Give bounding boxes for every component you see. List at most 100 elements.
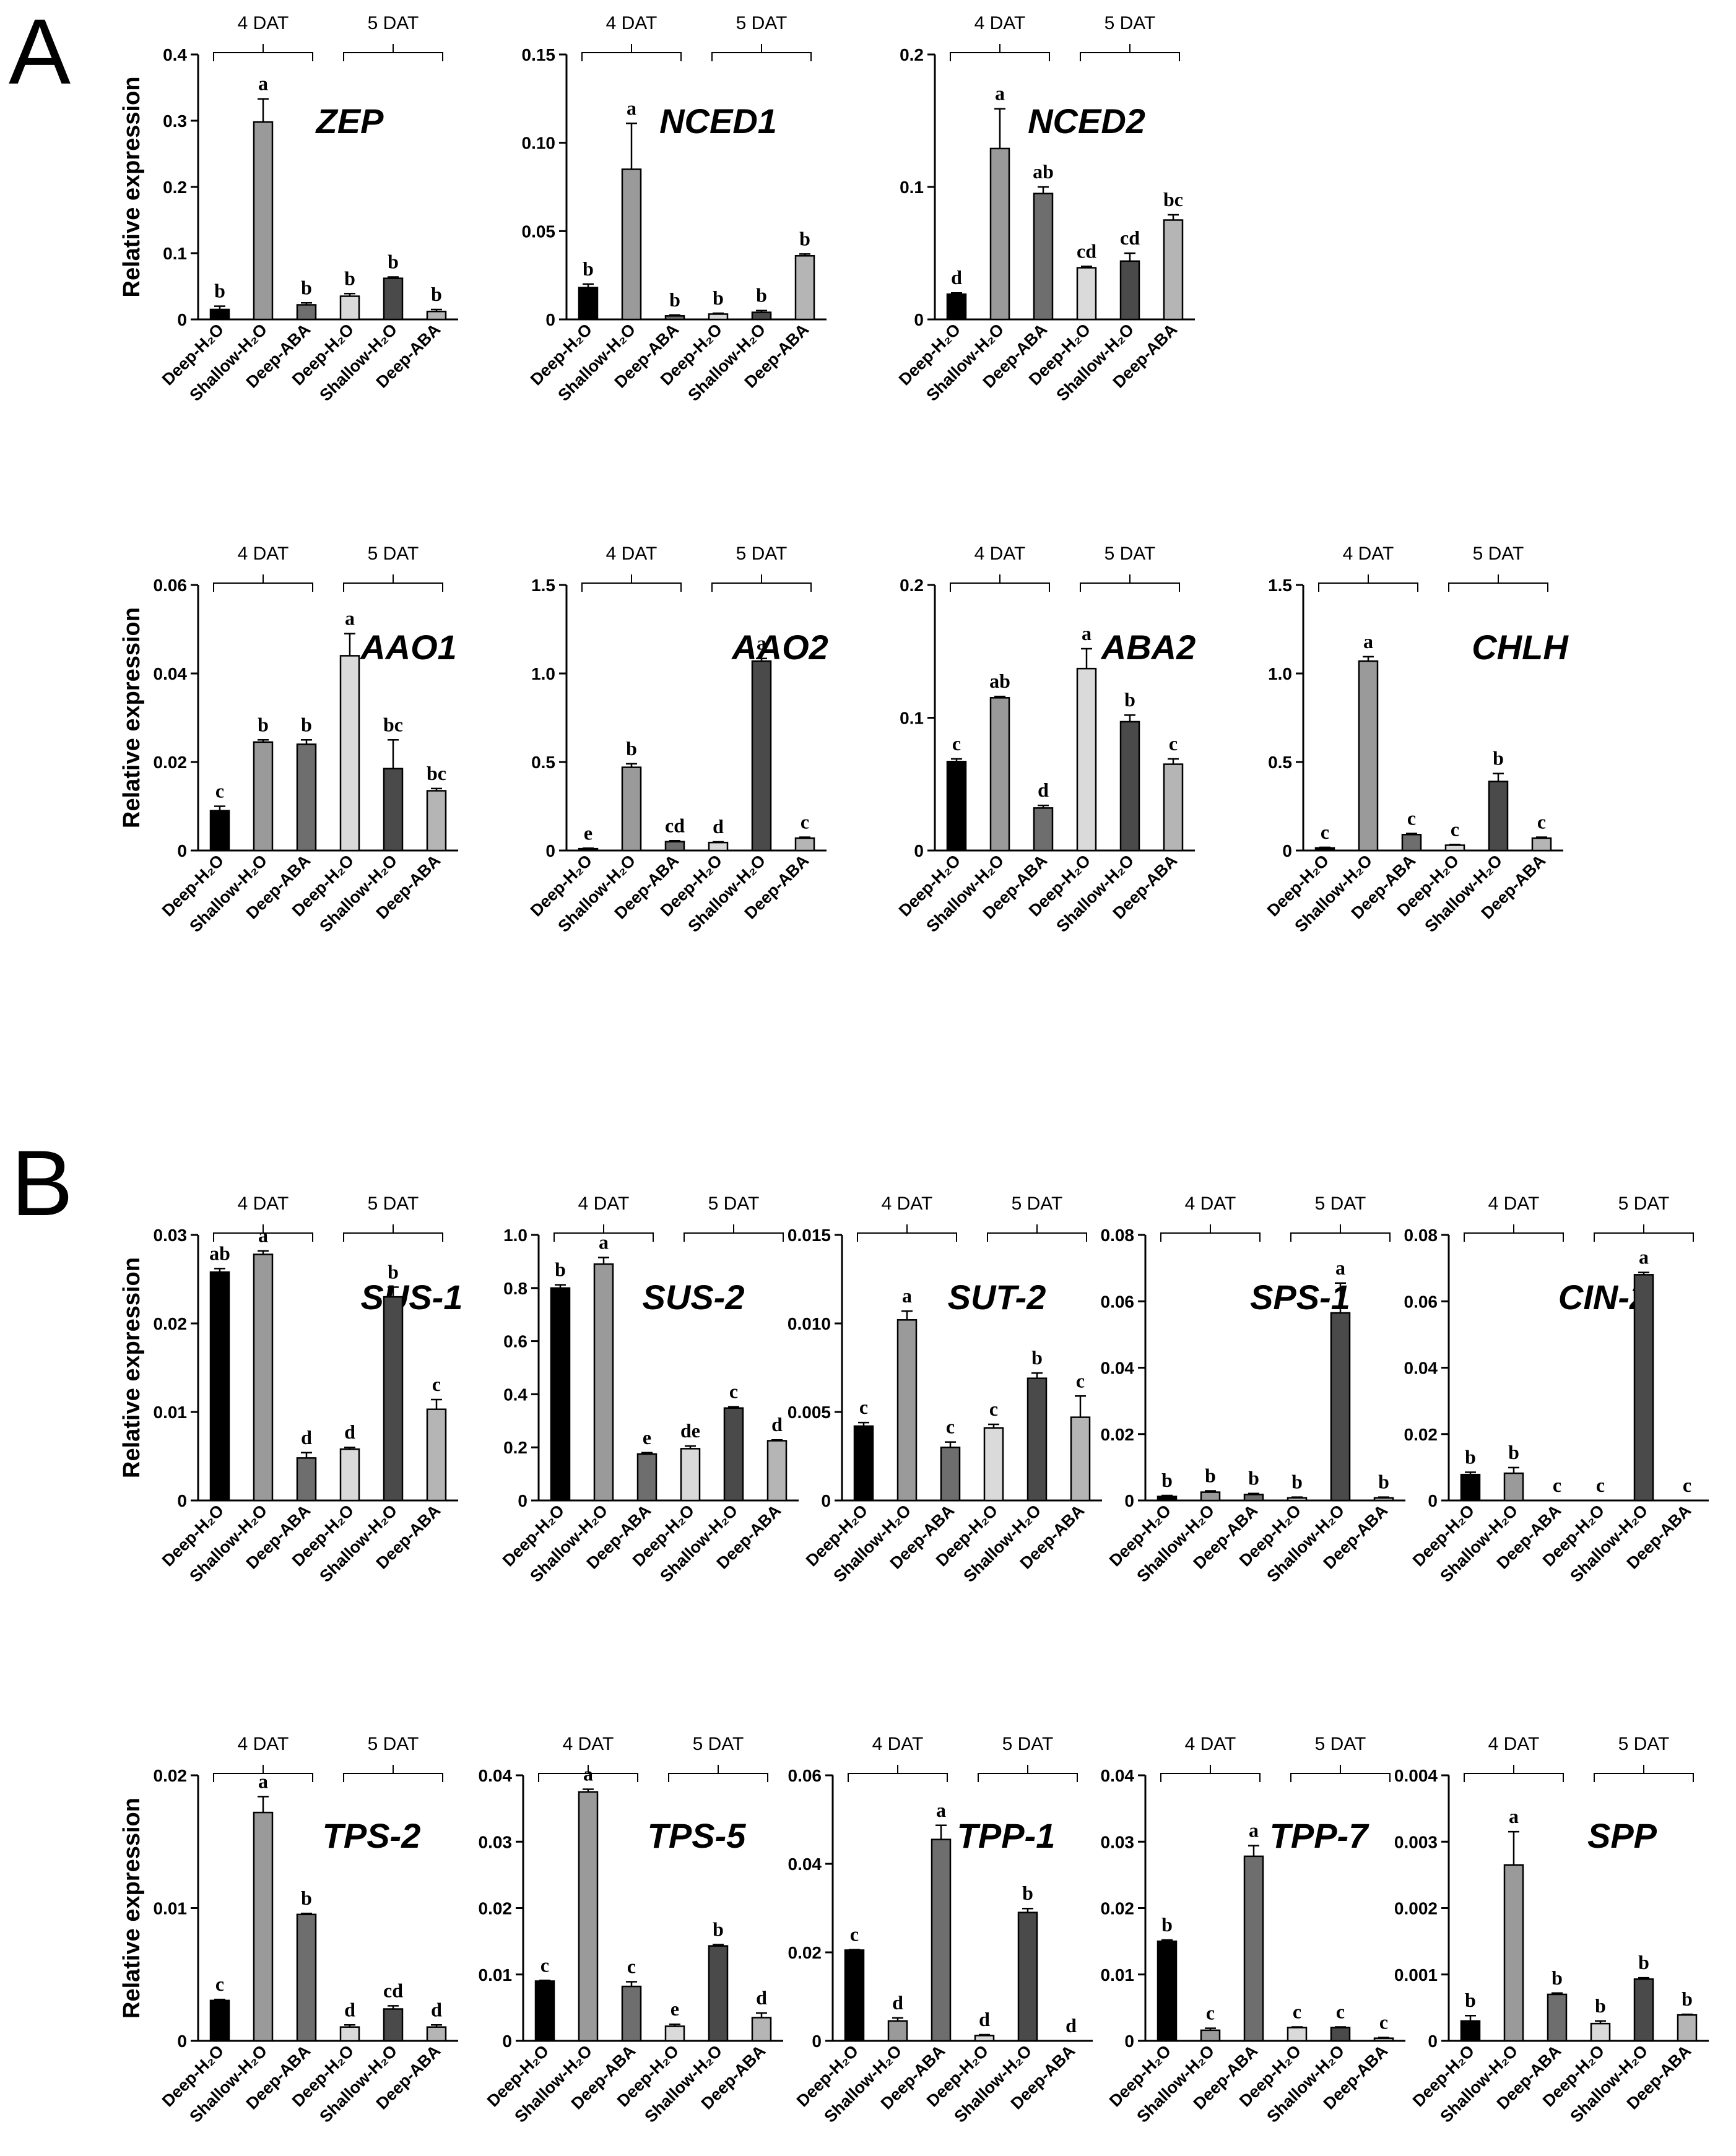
tpp-1-y-tick-label: 0.04 — [788, 1855, 822, 1874]
sut-2-y-tick-label: 0.015 — [788, 1226, 831, 1245]
nced1-bar — [751, 311, 772, 321]
tpp-1-bar — [974, 2035, 995, 2042]
nced2-y-tick-label: 0.2 — [900, 45, 924, 64]
tpp-7-bar — [1157, 1940, 1178, 2042]
sus-2-y-tick-label: 1.0 — [503, 1226, 527, 1245]
tps-2-bar — [383, 2008, 404, 2042]
sut-2-bar — [940, 1446, 961, 1502]
aao2-y-tick-label: 0 — [545, 841, 555, 860]
chlh-group-label: 4 DAT — [1343, 543, 1394, 564]
tps-2-y-tick-label: 0.01 — [154, 1899, 188, 1918]
tps-5-significance-letter: d — [756, 1986, 767, 2009]
chlh-bar — [1314, 847, 1335, 852]
tps-5-group-bracket — [668, 1773, 768, 1782]
spp-group-bracket — [1464, 1773, 1564, 1782]
tpp-1-bar — [1017, 1911, 1038, 2042]
tps-2-y-tick-label: 0.02 — [154, 1766, 188, 1785]
sus-1-bar — [253, 1253, 274, 1502]
sus-2-y-tick-label: 0.4 — [503, 1385, 527, 1404]
aao1-bar — [253, 741, 274, 852]
sut-2-group-bracket — [987, 1232, 1087, 1242]
tps-5-bar — [578, 1791, 599, 2042]
tps-5-y-tick-label: 0 — [502, 2032, 512, 2051]
spp-group-bracket — [1594, 1773, 1694, 1782]
sus-1-significance-letter: c — [432, 1373, 441, 1395]
tpp-1-significance-letter: c — [850, 1923, 859, 1946]
sut-2-y-tick-label: 0.010 — [788, 1314, 831, 1333]
tpp-1-bar — [931, 1838, 952, 2042]
chlh-significance-letter: c — [1407, 807, 1416, 829]
sus-2-bar — [550, 1287, 571, 1502]
nced1-significance-letter: b — [713, 287, 724, 309]
zep-bar — [426, 310, 447, 321]
aba2-significance-letter: a — [1082, 622, 1092, 644]
aao2-significance-letter: b — [626, 737, 637, 760]
tps-5-y-tick-label: 0.04 — [479, 1766, 513, 1785]
sus-1-y-tick-label: 0.03 — [154, 1226, 188, 1245]
tpp-7-group-bracket — [1160, 1773, 1261, 1782]
sus-2-group-label: 4 DAT — [578, 1193, 630, 1214]
nced2-group-bracket — [1080, 52, 1180, 61]
sut-2-significance-letter: c — [859, 1396, 868, 1418]
tpp-7-group-label: 5 DAT — [1315, 1734, 1366, 1754]
tps-5-significance-letter: c — [627, 1955, 636, 1978]
cin-2-y-tick-label: 0.02 — [1404, 1425, 1438, 1444]
sut-2-bar — [1026, 1377, 1048, 1502]
aao2-significance-letter: d — [713, 815, 724, 838]
sus-2-bar — [723, 1407, 744, 1502]
sps-1-bar — [1373, 1497, 1394, 1502]
nced1-bar — [708, 313, 729, 321]
zep-bar — [253, 121, 274, 321]
tpp-7-bar — [1243, 1855, 1264, 2042]
aba2-bar — [989, 697, 1010, 852]
tpp-7-significance-letter: c — [1336, 2000, 1345, 2022]
nced1-significance-letter: b — [669, 288, 680, 311]
nced2-significance-letter: cd — [1077, 240, 1096, 262]
nced1-y-tick-label: 0.10 — [522, 134, 556, 153]
tps-2-bar — [296, 1913, 317, 2042]
sut-2-bar — [983, 1427, 1004, 1502]
sps-1-bar — [1157, 1496, 1178, 1502]
spp-y-tick-label: 0.003 — [1394, 1832, 1438, 1851]
zep-group-label: 5 DAT — [368, 13, 419, 33]
spp-significance-letter: b — [1552, 1967, 1563, 1989]
zep-group-bracket — [213, 52, 313, 61]
sus-2-y-tick-label: 0.6 — [503, 1332, 527, 1351]
sus-1-gene-title: SUS-1 — [361, 1278, 463, 1317]
sus-1-bar — [296, 1457, 317, 1502]
sus-2-y-tick-label: 0 — [518, 1491, 527, 1510]
zep-group-label: 4 DAT — [238, 13, 289, 33]
sps-1-y-tick-label: 0.08 — [1101, 1226, 1135, 1245]
sus-1-bar — [209, 1271, 230, 1502]
nced2-bar — [989, 147, 1010, 321]
tpp-7-group-bracket — [1290, 1773, 1391, 1782]
sut-2-group-label: 5 DAT — [1012, 1193, 1063, 1214]
sus-1-bar — [339, 1448, 360, 1502]
tps-2-significance-letter: d — [431, 1998, 442, 2020]
sus-1-significance-letter: b — [388, 1260, 399, 1283]
nced2-group-label: 4 DAT — [974, 13, 1026, 33]
sps-1-gene-title: SPS-1 — [1250, 1278, 1350, 1317]
chlh-significance-letter: c — [1451, 818, 1459, 840]
aao2-significance-letter: c — [801, 811, 809, 833]
tps-5-significance-letter: a — [583, 1763, 593, 1785]
nced1-bar — [578, 287, 599, 321]
cin-2-bar — [1503, 1472, 1524, 1502]
sus-2-group-label: 5 DAT — [708, 1193, 760, 1214]
cin-2-significance-letter: c — [1553, 1474, 1561, 1496]
chlh-group-label: 5 DAT — [1473, 543, 1524, 564]
sus-1-y-tick-label: 0 — [177, 1491, 187, 1510]
aba2-significance-letter: c — [952, 732, 961, 755]
tps-5-y-tick-label: 0.03 — [479, 1832, 513, 1851]
tpp-1-y-tick-label: 0.02 — [788, 1943, 822, 1962]
tps-5-bar — [751, 2017, 772, 2042]
aao2-bar — [664, 841, 685, 852]
aba2-group-label: 5 DAT — [1105, 543, 1156, 564]
tpp-1-significance-letter: d — [1065, 2014, 1077, 2037]
aao1-bar — [209, 810, 230, 852]
aao2-gene-title: AAO2 — [731, 628, 828, 667]
sut-2-gene-title: SUT-2 — [948, 1278, 1046, 1317]
cin-2-significance-letter: b — [1508, 1441, 1519, 1463]
sps-1-group-label: 4 DAT — [1185, 1193, 1236, 1214]
chlh-group-bracket — [1448, 582, 1548, 592]
